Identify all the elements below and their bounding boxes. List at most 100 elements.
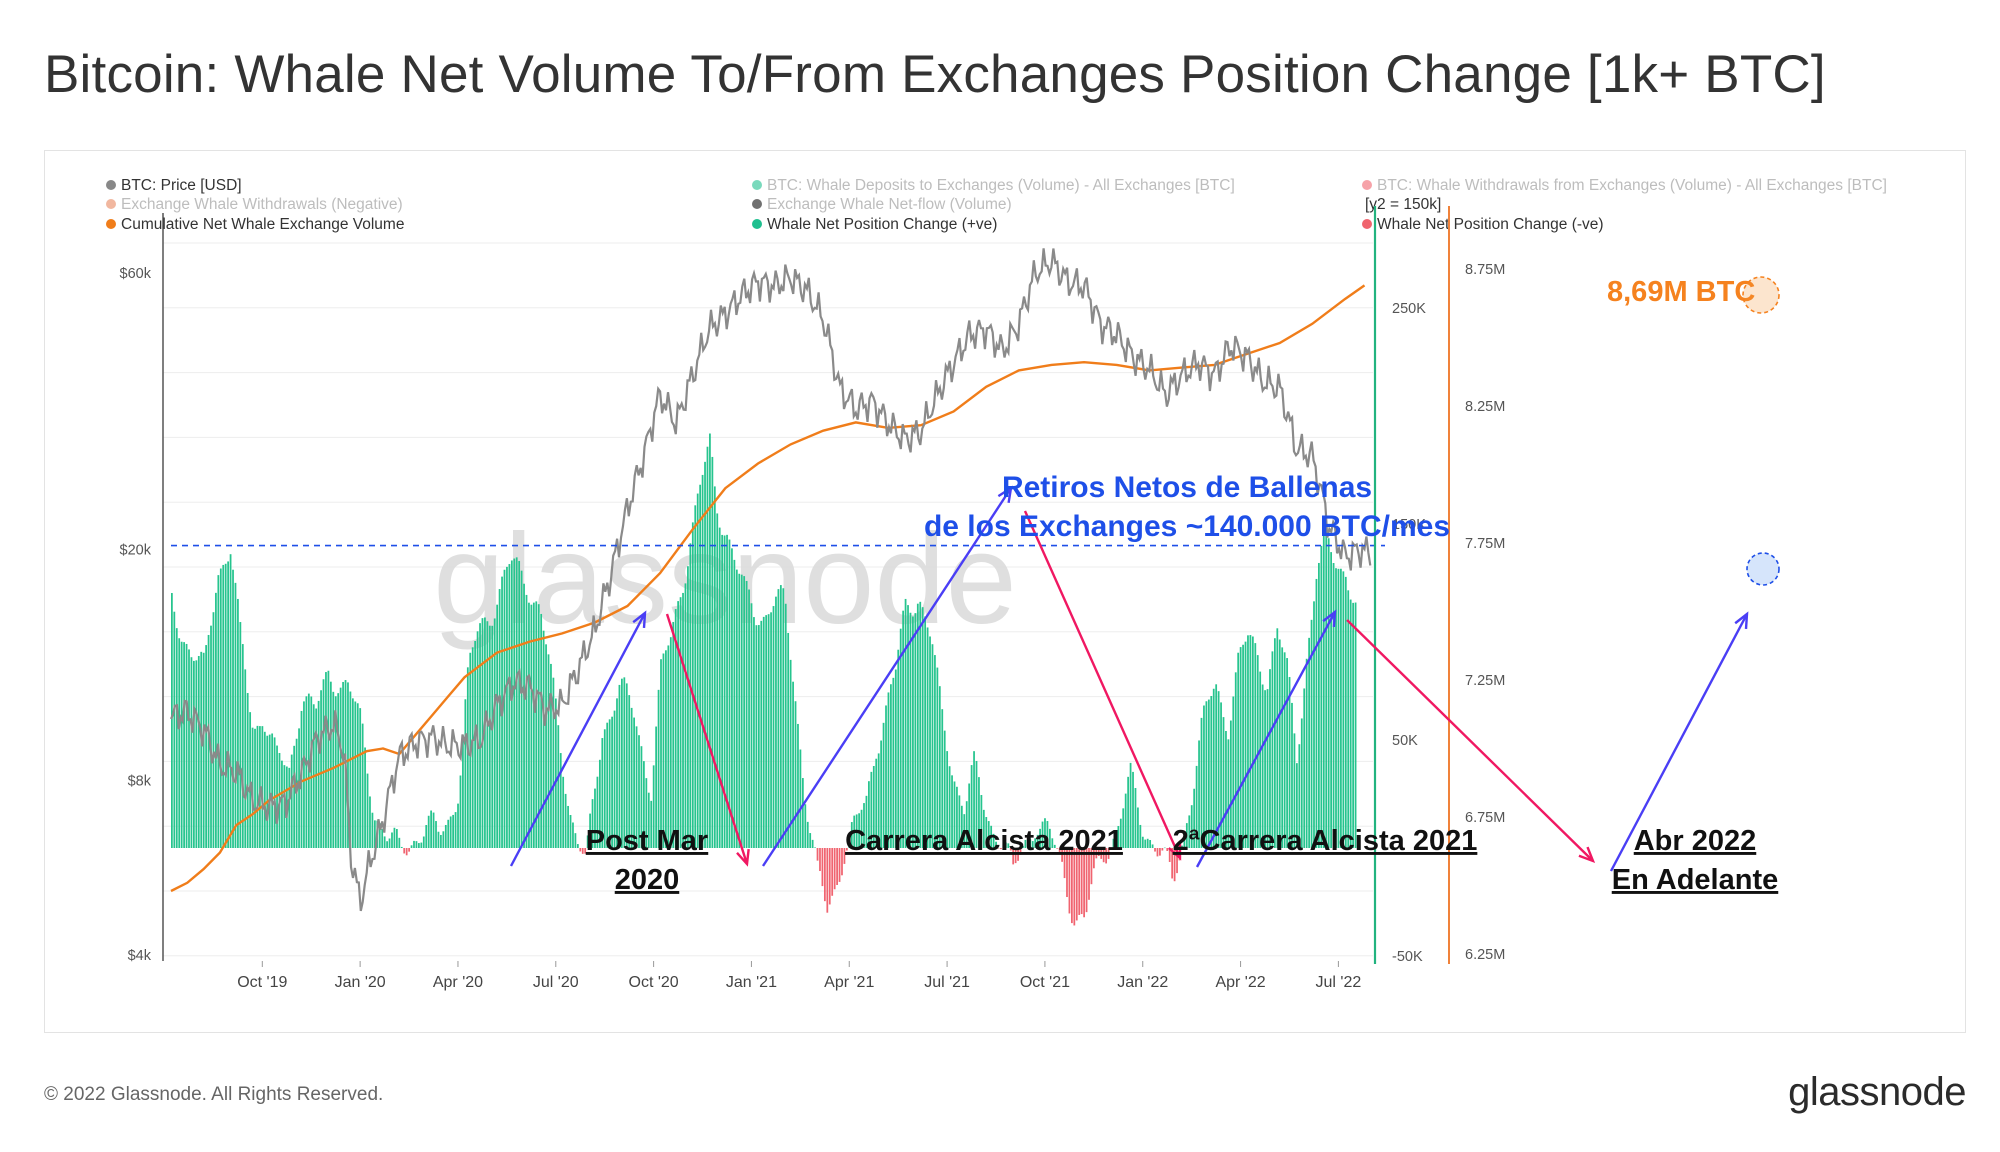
net-position-bar-positive (992, 833, 995, 848)
legend-item-label: BTC: Whale Withdrawals from Exchanges (V… (1377, 177, 1887, 194)
net-position-bar-positive (1212, 688, 1215, 848)
net-position-bar-positive (718, 527, 721, 848)
net-position-bar-positive (1283, 652, 1286, 848)
net-position-bar-positive (1254, 643, 1257, 848)
net-position-bar-positive (948, 766, 951, 848)
net-position-bar-positive (1266, 689, 1269, 848)
net-position-bar-positive (386, 841, 388, 848)
x-tick-label: Jan '22 (1117, 974, 1168, 991)
price-line (169, 248, 1372, 912)
net-position-bar-positive (995, 841, 997, 848)
net-position-bar-negative (1090, 848, 1093, 885)
net-position-bar-positive (880, 740, 882, 848)
net-position-bar-positive (679, 597, 682, 848)
net-position-bar-positive (965, 801, 968, 848)
net-position-bar-positive (1149, 840, 1152, 848)
net-position-bar-positive (929, 636, 931, 848)
net-position-bar-positive (493, 618, 496, 848)
net-position-bar-positive (178, 638, 181, 848)
net-position-bar-positive (775, 596, 777, 848)
x-tick-label: Jul '20 (533, 974, 579, 991)
legend-item-label: Exchange Whale Net-flow (Volume) (767, 196, 1012, 213)
net-position-bar-positive (552, 677, 555, 848)
net-position-bar-negative (1097, 848, 1100, 856)
net-position-bar-positive (1281, 647, 1284, 848)
net-position-bar-positive (1325, 526, 1328, 848)
net-position-bar-positive (904, 598, 907, 848)
net-position-bar-positive (1237, 652, 1240, 848)
net-position-bar-positive (914, 613, 917, 848)
net-position-bar-positive (1034, 838, 1037, 848)
net-position-bar-positive (1144, 839, 1147, 848)
net-position-bar-positive (415, 841, 418, 848)
red-arrow-2021 (1023, 510, 1182, 859)
price-tick-label: $20k (120, 543, 152, 559)
legend-dot (106, 219, 116, 229)
net-position-bar-positive (315, 708, 318, 848)
blue-arrow-2021b (1195, 611, 1337, 868)
net-position-bar-positive (1051, 838, 1054, 848)
net-position-bar-positive (1347, 590, 1350, 848)
net-position-bar-positive (1163, 847, 1166, 849)
net-position-bar-negative (1058, 848, 1061, 854)
net-position-bar-positive (765, 615, 768, 848)
net-position-bar-positive (525, 594, 528, 848)
net-position-bar-positive (779, 585, 782, 848)
glassnode-logo[interactable]: glassnode (1788, 1070, 1966, 1114)
net-position-bar-positive (1137, 807, 1139, 848)
net-position-bar-negative (836, 848, 838, 885)
net-position-bar-positive (205, 645, 207, 848)
net-position-bar-positive (982, 809, 985, 848)
net-position-bar-positive (339, 687, 342, 848)
net-position-bar-positive (422, 836, 425, 848)
net-position-bar-positive (987, 821, 990, 848)
net-position-bar-positive (750, 603, 753, 848)
net-position-bar-positive (848, 834, 851, 848)
net-position-bar-positive (547, 654, 550, 848)
net-position-bar-positive (652, 765, 655, 848)
net-position-bar-positive (354, 701, 357, 848)
cumulative-tick-label: 8.25M (1465, 399, 1505, 415)
net-position-bar-positive (471, 647, 474, 848)
net-position-bar-positive (418, 843, 420, 848)
net-position-bar-negative (833, 848, 836, 890)
net-position-bar-positive (356, 703, 359, 848)
net-position-bar-positive (1256, 655, 1259, 848)
net-position-bar-negative (1102, 848, 1105, 863)
net-position-bar-positive (1046, 821, 1049, 848)
net-position-bar-positive (532, 602, 535, 848)
net-position-bar-positive (623, 677, 626, 848)
legend-item-label: Whale Net Position Change (-ve) (1377, 216, 1604, 233)
net-position-bar-positive (951, 775, 953, 848)
net-position-bar-positive (1141, 836, 1144, 848)
net-position-bar-negative (1107, 848, 1110, 859)
chart-svg: glassnodeBTC: Price [USD]BTC: Whale Depo… (106, 177, 1887, 991)
legend-item-label: Cumulative Net Whale Exchange Volume (121, 216, 404, 233)
net-position-bar-positive (535, 601, 538, 848)
net-position-bar-negative (1080, 848, 1083, 915)
net-position-bar-positive (853, 815, 856, 848)
x-tick-label: Apr '21 (824, 974, 874, 991)
net-position-bar-positive (337, 693, 340, 848)
red-arrow-2020-head (736, 848, 750, 867)
net-position-bar-negative (1009, 848, 1012, 851)
net-position-bar-positive (454, 812, 457, 848)
net-position-bar-positive (645, 778, 648, 848)
net-position-bar-positive (1327, 538, 1330, 848)
phase-label-1-line1: Carrera Alcista 2021 (845, 825, 1123, 857)
net-position-bar-negative (1073, 848, 1076, 926)
net-position-bar-positive (782, 588, 785, 848)
net-position-bar-negative (1093, 848, 1095, 869)
net-position-bar-positive (393, 827, 396, 848)
page-title: Bitcoin: Whale Net Volume To/From Exchan… (44, 45, 1826, 104)
net-position-bar-positive (682, 592, 684, 848)
net-position-bar-positive (381, 829, 384, 848)
net-position-bar-positive (625, 683, 628, 848)
net-position-bar-positive (173, 611, 176, 848)
net-position-bar-positive (743, 576, 746, 848)
net-position-bar-positive (630, 707, 633, 848)
net-position-bar-positive (924, 616, 927, 848)
net-position-bar-negative (581, 848, 584, 854)
net-position-bar-positive (1340, 568, 1342, 848)
net-position-bar-positive (466, 667, 469, 848)
